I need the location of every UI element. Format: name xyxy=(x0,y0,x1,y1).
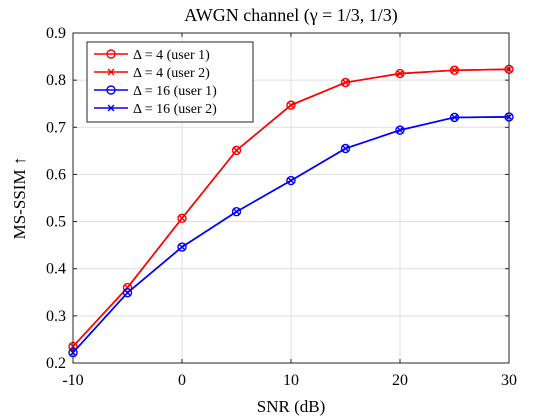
data-point xyxy=(122,282,133,293)
x-tick-label: 20 xyxy=(392,372,408,389)
series-4 xyxy=(69,113,513,357)
data-point xyxy=(396,70,404,78)
y-tick-label: 0.9 xyxy=(46,25,66,42)
x-tick-label: 30 xyxy=(501,372,517,389)
y-tick-label: 0.7 xyxy=(46,119,66,136)
x-tick-label: -10 xyxy=(62,372,83,389)
x-axis-label: SNR (dB) xyxy=(257,397,325,416)
data-point xyxy=(231,206,242,217)
data-point xyxy=(178,214,186,222)
legend-entry: Δ = 4 (user 1) xyxy=(94,48,210,63)
legend-marker xyxy=(106,49,116,59)
data-point xyxy=(233,208,240,216)
y-tick-label: 0.2 xyxy=(46,355,66,372)
data-point xyxy=(287,177,295,185)
legend-label: Δ = 4 (user 1) xyxy=(133,48,210,63)
data-point xyxy=(177,242,187,252)
data-point xyxy=(178,243,186,251)
data-point xyxy=(233,146,240,154)
data-point xyxy=(287,101,295,109)
x-tick-label: 0 xyxy=(178,372,186,389)
data-point xyxy=(177,213,187,223)
series-layer xyxy=(68,64,514,358)
y-tick-label: 0.8 xyxy=(46,72,66,89)
legend-marker xyxy=(106,85,116,95)
legend-label: Δ = 4 (user 2) xyxy=(133,66,210,81)
legend-entry: Δ = 4 (user 2) xyxy=(94,66,210,81)
legend-entry: Δ = 16 (user 1) xyxy=(94,84,217,99)
data-point xyxy=(122,288,133,298)
y-axis-label: MS-SSIM ↑ xyxy=(10,157,29,240)
data-point xyxy=(396,126,404,134)
data-point xyxy=(340,143,351,154)
legend-entry: Δ = 16 (user 2) xyxy=(94,102,217,117)
chart-title: AWGN channel (γ = 1/3, 1/3) xyxy=(184,5,398,26)
y-tick-label: 0.6 xyxy=(46,166,66,183)
y-tick-label: 0.4 xyxy=(46,261,66,278)
legend-label: Δ = 16 (user 2) xyxy=(133,102,217,117)
series-2 xyxy=(69,65,513,350)
legend-marker xyxy=(107,104,115,112)
tick-labels: -10 0 10 20 30 0.2 0.3 0.4 0.5 0.6 0.7 0.8 0.9 xyxy=(46,25,517,389)
legend-label: Δ = 16 (user 1) xyxy=(133,84,217,99)
data-point xyxy=(342,79,349,86)
legend-marker xyxy=(107,68,115,76)
legend: Δ = 4 (user 1) Δ = 4 (user 2) Δ = 16 (user… xyxy=(86,41,254,123)
data-point xyxy=(451,66,458,74)
data-point xyxy=(124,289,131,297)
x-tick-label: 10 xyxy=(283,372,299,389)
data-point xyxy=(286,175,296,186)
data-point xyxy=(231,145,242,156)
data-point xyxy=(451,113,458,121)
data-point xyxy=(286,100,296,110)
y-tick-label: 0.5 xyxy=(46,214,66,231)
data-point xyxy=(395,125,405,135)
y-tick-label: 0.3 xyxy=(46,308,66,325)
data-point xyxy=(342,145,349,152)
